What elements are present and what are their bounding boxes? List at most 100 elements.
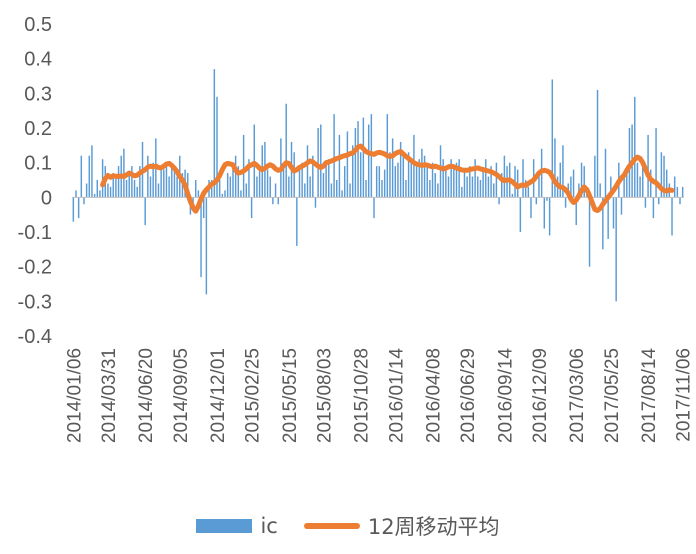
ic-bar bbox=[543, 197, 546, 229]
ic-bar bbox=[559, 162, 561, 198]
x-tick-label: 2016/09/14 bbox=[495, 348, 516, 444]
ic-bar bbox=[562, 145, 564, 198]
ic-bar bbox=[346, 131, 349, 198]
ic-bar bbox=[269, 176, 271, 198]
ic-bar bbox=[109, 186, 112, 198]
moving-average-line bbox=[100, 143, 675, 214]
x-tick-label: 2014/12/01 bbox=[208, 348, 229, 443]
x-tick-label: 2016/12/09 bbox=[530, 348, 551, 443]
ic-bar bbox=[99, 190, 101, 198]
ic-bar bbox=[152, 162, 154, 198]
y-tick-label: -0.3 bbox=[18, 291, 52, 313]
ic-bar bbox=[657, 197, 660, 205]
ic-bar bbox=[288, 176, 290, 198]
ic-bar bbox=[362, 117, 365, 198]
ic-bar bbox=[367, 124, 370, 198]
legend-swatch-line bbox=[303, 523, 360, 529]
ic-bar bbox=[461, 186, 463, 198]
y-tick-label: -0.2 bbox=[18, 257, 52, 279]
ic-bar bbox=[599, 183, 601, 198]
ic-bar bbox=[426, 166, 428, 198]
ic-bar bbox=[338, 134, 341, 198]
ic-bar bbox=[163, 169, 165, 198]
legend-item-moving-average: 12周移动平均 bbox=[303, 511, 500, 541]
ic-bar bbox=[330, 183, 333, 198]
ic-bar bbox=[671, 197, 673, 236]
x-tick-label: 2017/05/25 bbox=[602, 348, 623, 443]
y-tick-label: 0.4 bbox=[24, 49, 52, 71]
ic-bar bbox=[415, 166, 418, 198]
ic-bar bbox=[503, 155, 506, 198]
ic-bar bbox=[157, 183, 160, 198]
ic-bar bbox=[354, 128, 357, 198]
ic-bar bbox=[136, 186, 138, 198]
ic-bar bbox=[402, 155, 405, 198]
x-tick-label: 2014/06/20 bbox=[136, 348, 157, 443]
ic-bar bbox=[336, 180, 338, 198]
ic-bar bbox=[679, 197, 681, 205]
ic-bar bbox=[458, 159, 460, 198]
ic-bar bbox=[389, 152, 391, 198]
ic-bar bbox=[548, 197, 551, 236]
ic-bar bbox=[165, 162, 168, 198]
ic-bar bbox=[128, 173, 130, 198]
ic-bar bbox=[293, 152, 295, 198]
ic-bar bbox=[200, 197, 202, 278]
ic-bar bbox=[373, 197, 375, 219]
ic-bar bbox=[418, 159, 420, 198]
ic-bar bbox=[218, 180, 221, 198]
ic-bar bbox=[258, 169, 261, 198]
ic-bar bbox=[344, 166, 346, 198]
ic-bar bbox=[266, 169, 269, 198]
ic-bar bbox=[535, 197, 538, 205]
ic-bar bbox=[101, 159, 104, 198]
ic-bar bbox=[673, 176, 676, 198]
ic-bar bbox=[125, 180, 128, 198]
ic-bar bbox=[610, 176, 612, 198]
ic-bar bbox=[612, 197, 615, 229]
ic-bar bbox=[455, 162, 458, 198]
ic-bar bbox=[575, 197, 577, 226]
ic-bar bbox=[410, 162, 412, 198]
ic-bar bbox=[375, 166, 378, 198]
ic-bar bbox=[117, 166, 120, 198]
ic-bar bbox=[202, 197, 205, 219]
x-tick-label: 2016/04/08 bbox=[424, 348, 445, 443]
ic-bar bbox=[498, 197, 500, 205]
ic-bar bbox=[620, 197, 623, 215]
ic-bar bbox=[580, 162, 583, 198]
ic-bar bbox=[437, 183, 439, 198]
x-tick-label: 2017/08/14 bbox=[639, 348, 660, 444]
ic-bar bbox=[623, 173, 625, 198]
ic-bar bbox=[588, 197, 591, 267]
ic-bar bbox=[210, 180, 213, 198]
x-tick-label: 2017/11/06 bbox=[674, 348, 695, 442]
ic-bar bbox=[530, 197, 532, 219]
ic-bar bbox=[285, 103, 287, 198]
ic-bar bbox=[149, 176, 152, 198]
ic-bar bbox=[232, 162, 234, 198]
ic-bar bbox=[83, 197, 85, 205]
ic-bar bbox=[501, 173, 503, 198]
ic-bar bbox=[320, 124, 322, 198]
ic-bar bbox=[333, 114, 335, 198]
ic-bar bbox=[221, 193, 224, 198]
ic-bar bbox=[676, 186, 679, 198]
ic-bar bbox=[397, 162, 399, 198]
ic-bar bbox=[115, 176, 117, 198]
y-tick-label: 0.1 bbox=[24, 153, 52, 175]
ic-bar bbox=[314, 197, 317, 208]
ic-bar bbox=[147, 155, 149, 198]
ic-bar bbox=[636, 162, 639, 198]
ic-bar bbox=[626, 166, 628, 198]
ic-bar bbox=[234, 155, 237, 198]
legend: ic 12周移动平均 bbox=[0, 508, 696, 544]
ic-bar bbox=[482, 169, 484, 198]
ic-bar bbox=[381, 180, 383, 198]
legend-item-ic: ic bbox=[196, 514, 278, 538]
y-tick-label: 0.5 bbox=[24, 14, 52, 36]
ic-bar bbox=[471, 176, 474, 198]
ic-bar bbox=[538, 176, 540, 198]
ic-bar bbox=[445, 166, 447, 198]
ic-bar bbox=[322, 173, 325, 198]
